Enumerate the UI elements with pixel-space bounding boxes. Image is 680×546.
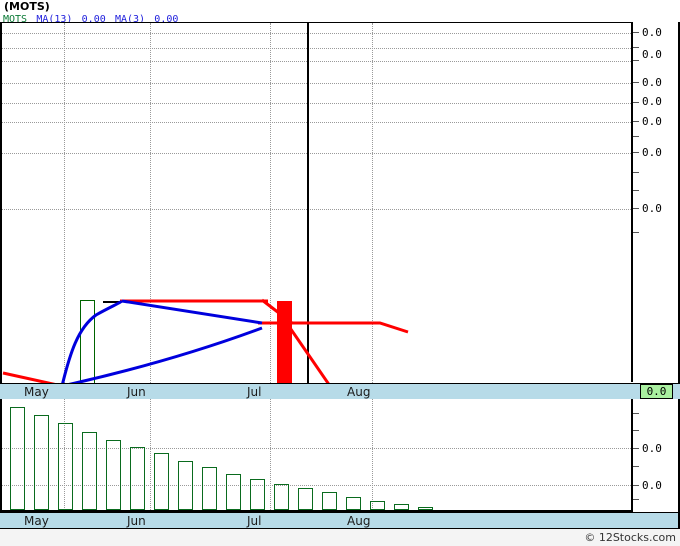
- date-axis-month: Jul: [247, 514, 262, 528]
- macd-vertical-gridline: [150, 399, 151, 512]
- macd-vertical-gridline: [64, 399, 65, 512]
- macd-histogram-bar: [82, 432, 97, 510]
- legend-ma13-label: MA(13): [36, 14, 73, 25]
- price-legend: MOTS MA(13) 0.00 MA(3) 0.00: [3, 14, 178, 26]
- macd-gridline: [0, 448, 631, 449]
- macd-vertical-gridline: [270, 399, 271, 512]
- macd-axis-label: 0.0: [642, 479, 662, 492]
- date-axis-month: May: [24, 385, 49, 399]
- footer-strip: [0, 529, 680, 546]
- macd-baseline: [0, 510, 631, 512]
- price-axis-label: 0.0: [642, 115, 662, 128]
- macd-chart-panel[interactable]: [0, 399, 631, 512]
- macd-histogram-bar: [226, 474, 241, 510]
- gridline: [0, 153, 631, 154]
- macd-histogram-bar: [394, 504, 409, 510]
- macd-histogram-bar: [202, 467, 217, 510]
- date-axis-month: Jul: [247, 385, 262, 399]
- date-axis-month: May: [24, 514, 49, 528]
- macd-histogram-bar: [250, 479, 265, 510]
- price-axis-label: 0.0: [642, 202, 662, 215]
- macd-histogram-bar: [298, 488, 313, 510]
- legend-ma13-value: 0.00: [81, 14, 106, 25]
- legend-symbol: MOTS: [3, 14, 28, 25]
- red-line-segment-left: [2, 371, 56, 383]
- price-axis-label: 0.0: [642, 95, 662, 108]
- macd-date-axis-spacer: [631, 512, 678, 529]
- macd-histogram-bar: [106, 440, 121, 510]
- chart-right-border: [678, 22, 680, 397]
- gridline: [0, 122, 631, 123]
- macd-vertical-gridline: [372, 399, 373, 512]
- macd-histogram-bar: [58, 423, 73, 510]
- price-chart-panel[interactable]: [0, 22, 631, 386]
- legend-ma3-label: MA(3): [114, 14, 146, 25]
- macd-left-border: [0, 399, 2, 512]
- gridline: [0, 103, 631, 104]
- gridline: [0, 61, 631, 62]
- last-price-badge: 0.0: [640, 384, 673, 399]
- macd-histogram-bar: [178, 461, 193, 510]
- candlestick-up: [80, 300, 95, 386]
- macd-histogram-bar: [418, 507, 433, 510]
- gridline: [0, 83, 631, 84]
- vertical-gridline: [372, 23, 373, 383]
- macd-right-border: [678, 399, 680, 529]
- macd-histogram-bar: [322, 492, 337, 510]
- price-axis-label: 0.0: [642, 26, 662, 39]
- price-date-axis: May Jun Jul Aug: [0, 383, 631, 400]
- macd-histogram-bar: [346, 497, 361, 510]
- candlestick-down: [277, 301, 292, 386]
- gridline: [0, 48, 631, 49]
- macd-gridline: [0, 485, 631, 486]
- price-axis-label: 0.0: [642, 146, 662, 159]
- date-axis-month: Aug: [347, 385, 371, 399]
- price-tick-marker: [103, 301, 121, 303]
- macd-histogram-bar: [10, 407, 25, 510]
- price-axis-label: 0.0: [642, 76, 662, 89]
- macd-y-axis: 0.0 0.0: [631, 399, 680, 512]
- macd-histogram-bar: [370, 501, 385, 510]
- page-title: (MOTS): [4, 0, 50, 13]
- vertical-gridline: [64, 23, 65, 383]
- vertical-gridline: [270, 23, 271, 383]
- date-axis-month: Aug: [347, 514, 371, 528]
- macd-histogram-bar: [274, 484, 289, 510]
- macd-axis-label: 0.0: [642, 442, 662, 455]
- gridline: [0, 33, 631, 34]
- macd-date-axis: May Jun Jul Aug: [0, 512, 631, 529]
- legend-ma3-value: 0.00: [154, 14, 179, 25]
- price-y-axis: 0.0 0.0 0.0 0.0 0.0 0.0 0.0: [631, 22, 680, 382]
- macd-histogram-bar: [34, 415, 49, 510]
- red-line-descending-right: [286, 324, 330, 383]
- macd-histogram-bar: [130, 447, 145, 510]
- price-axis-label: 0.0: [642, 48, 662, 61]
- date-axis-month: Jun: [127, 385, 146, 399]
- gridline: [0, 209, 631, 210]
- price-badge-band: 0.0: [631, 383, 680, 400]
- copyright-notice: © 12Stocks.com: [584, 531, 676, 544]
- price-left-border: [0, 23, 2, 386]
- ma3-line-continuation: [121, 299, 263, 325]
- macd-histogram-bar: [154, 453, 169, 510]
- vertical-gridline: [150, 23, 151, 383]
- date-axis-month: Jun: [127, 514, 146, 528]
- crosshair-vertical-line[interactable]: [307, 23, 309, 386]
